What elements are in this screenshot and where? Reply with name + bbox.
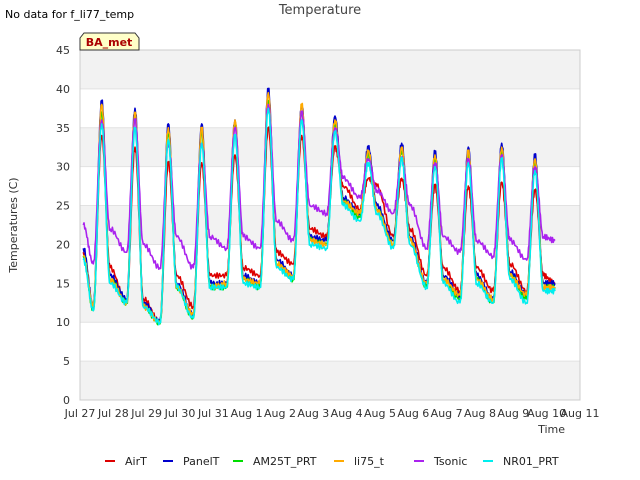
x-tick-label: Jul 29	[130, 407, 162, 420]
y-tick-label: 30	[56, 161, 70, 174]
y-tick-label: 20	[56, 238, 70, 251]
y-tick-label: 5	[63, 355, 70, 368]
x-axis-title: Time	[537, 423, 565, 436]
chart-title: Temperature	[278, 3, 361, 18]
series-line-tsonic	[82, 103, 556, 270]
y-axis-ticks: 0 5 10 15 20 25 30 35 40 45	[56, 44, 70, 407]
x-tick-label: Aug 6	[397, 407, 429, 420]
legend-label: PanelT	[183, 455, 220, 468]
x-tick-label: Jul 30	[164, 407, 196, 420]
grid-band	[80, 283, 580, 323]
badge-shape	[79, 32, 140, 51]
grid-band	[80, 127, 580, 167]
grid-band	[80, 361, 580, 400]
legend-label: li75_t	[354, 455, 385, 468]
y-tick-label: 15	[56, 277, 70, 290]
y-tick-label: 25	[56, 200, 70, 213]
grid-band	[80, 50, 580, 89]
x-tick-label: Aug 11	[561, 407, 600, 420]
y-tick-label: 0	[63, 394, 70, 407]
x-tick-label: Aug 3	[297, 407, 329, 420]
series-lines	[82, 87, 556, 326]
x-tick-label: Aug 10	[527, 407, 566, 420]
plot-frame	[79, 49, 581, 401]
y-tick-label: 40	[56, 83, 70, 96]
y-tick-label: 45	[56, 44, 70, 57]
y-tick-label: 10	[56, 316, 70, 329]
y-tick-label: 35	[56, 122, 70, 135]
badge-label: BA_met	[86, 36, 133, 49]
x-tick-label: Aug 7	[431, 407, 463, 420]
legend-label: NR01_PRT	[503, 455, 559, 468]
x-axis-ticks: Jul 27 Jul 28 Jul 29 Jul 30 Jul 31 Aug 1 Aug 2…	[64, 407, 600, 420]
x-tick-label: Jul 27	[64, 407, 96, 420]
series-line-nr01-prt	[82, 107, 556, 326]
x-tick-label: Aug 4	[331, 407, 363, 420]
legend-label: AirT	[125, 455, 147, 468]
x-tick-label: Jul 31	[197, 407, 229, 420]
legend-label: Tsonic	[433, 455, 467, 468]
x-tick-label: Aug 2	[264, 407, 296, 420]
x-tick-label: Aug 1	[231, 407, 263, 420]
x-tick-label: Aug 8	[464, 407, 496, 420]
legend: AirT PanelT AM25T_PRT li75_t Tsonic NR01_PRT	[105, 455, 559, 468]
no-data-message: No data for f_li77_temp	[5, 8, 134, 21]
site-badge: BA_met	[79, 32, 140, 51]
x-tick-label: Aug 5	[364, 407, 396, 420]
x-tick-label: Jul 28	[97, 407, 129, 420]
y-axis-title: Temperatures (C)	[7, 177, 20, 273]
legend-label: AM25T_PRT	[253, 455, 317, 468]
x-tick-label: Aug 9	[497, 407, 529, 420]
